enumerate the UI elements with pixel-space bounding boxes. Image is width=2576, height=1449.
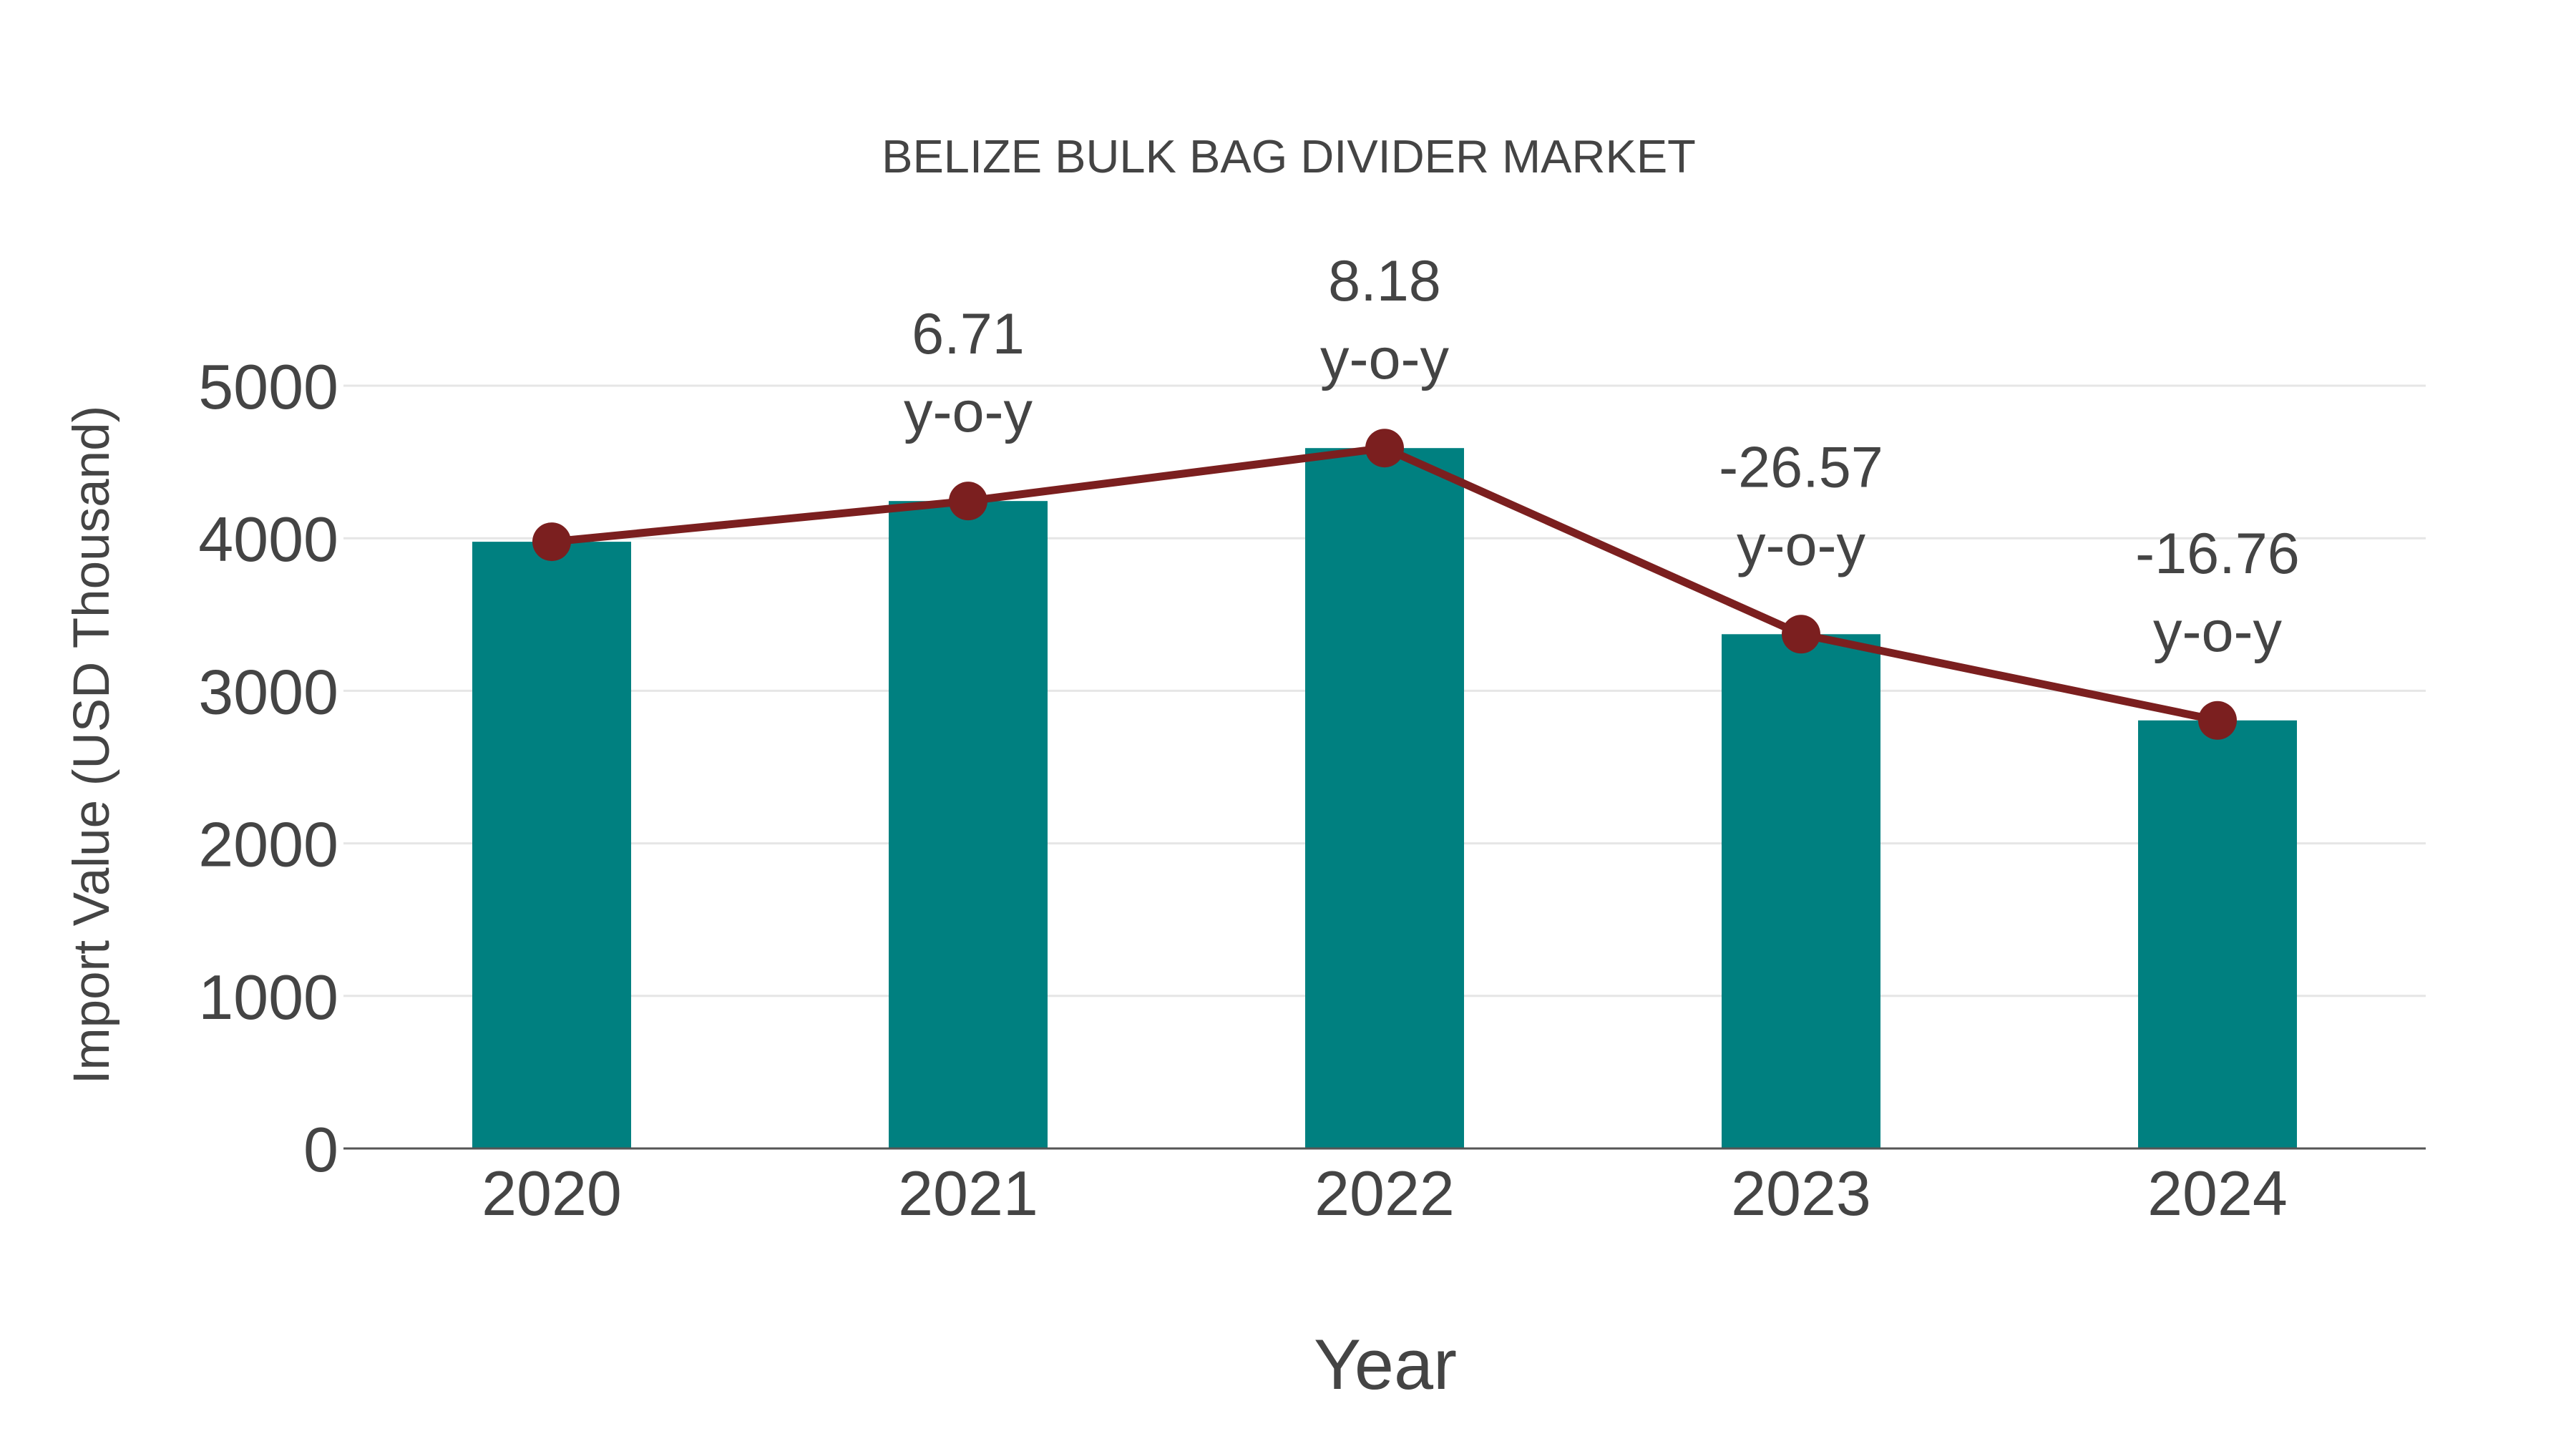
y-tick-label: 2000 [198, 809, 338, 880]
yoy-value: 8.18 [1328, 249, 1441, 313]
y-tick-label: 0 [303, 1114, 338, 1185]
bars [472, 448, 2297, 1148]
x-axis-title: Year [1314, 1324, 1457, 1404]
bar-2023 [1722, 634, 1880, 1148]
y-tick-labels: 0 1000 2000 3000 4000 5000 [198, 351, 338, 1185]
trend-marker-2024 [2198, 701, 2237, 740]
x-tick-label: 2024 [2147, 1158, 2288, 1229]
yoy-suffix: y-o-y [904, 380, 1033, 444]
yoy-suffix: y-o-y [1320, 327, 1449, 391]
trend-marker-2021 [949, 482, 987, 521]
yoy-annotations: 6.71 y-o-y 8.18 y-o-y -26.57 y-o-y -16.76 y-o-y [904, 249, 2300, 664]
yoy-suffix: y-o-y [1737, 513, 1865, 577]
yoy-annotation-2021: 6.71 y-o-y [904, 302, 1033, 444]
y-tick-label: 4000 [198, 504, 338, 575]
yoy-annotation-2022: 8.18 y-o-y [1320, 249, 1449, 391]
yoy-value: -26.57 [1719, 435, 1883, 499]
y-tick-label: 5000 [198, 351, 338, 422]
bar-2021 [889, 501, 1048, 1148]
yoy-value: 6.71 [912, 302, 1025, 366]
x-tick-label: 2022 [1314, 1158, 1455, 1229]
y-tick-label: 3000 [198, 656, 338, 727]
y-axis-title: Import Value (USD Thousand) [64, 406, 120, 1084]
chart-title: BELIZE BULK BAG DIVIDER MARKET [882, 130, 1696, 182]
x-tick-label: 2020 [482, 1158, 622, 1229]
yoy-annotation-2024: -16.76 y-o-y [2135, 522, 2300, 664]
trend-marker-2023 [1782, 615, 1820, 654]
bar-2024 [2138, 720, 2297, 1148]
y-tick-label: 1000 [198, 962, 338, 1033]
yoy-annotation-2023: -26.57 y-o-y [1719, 435, 1883, 577]
bar-2020 [472, 542, 631, 1148]
trend-marker-2022 [1365, 429, 1404, 468]
x-tick-label: 2023 [1731, 1158, 1871, 1229]
bar-2022 [1305, 448, 1464, 1148]
yoy-value: -16.76 [2135, 522, 2300, 586]
trend-line [532, 429, 2237, 740]
trend-marker-2020 [532, 522, 571, 562]
yoy-suffix: y-o-y [2153, 600, 2282, 664]
x-tick-label: 2021 [898, 1158, 1038, 1229]
x-tick-labels: 2020 2021 2022 2023 2024 [482, 1158, 2288, 1229]
